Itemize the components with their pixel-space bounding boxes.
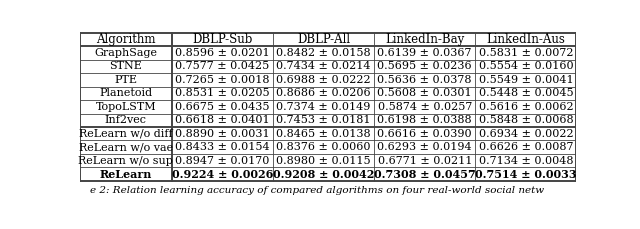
- Text: 0.8890 ± 0.0031: 0.8890 ± 0.0031: [175, 129, 269, 139]
- Text: 0.6934 ± 0.0022: 0.6934 ± 0.0022: [479, 129, 573, 139]
- Text: 0.6771 ± 0.0211: 0.6771 ± 0.0211: [378, 156, 472, 166]
- Text: 0.7265 ± 0.0018: 0.7265 ± 0.0018: [175, 75, 269, 85]
- Text: ReLearn w/o diff: ReLearn w/o diff: [79, 129, 173, 139]
- Text: 0.8596 ± 0.0201: 0.8596 ± 0.0201: [175, 48, 269, 58]
- Text: 0.5448 ± 0.0045: 0.5448 ± 0.0045: [479, 88, 573, 98]
- Text: 0.5831 ± 0.0072: 0.5831 ± 0.0072: [479, 48, 573, 58]
- Text: e 2: Relation learning accuracy of compared algorithms on four real-world social: e 2: Relation learning accuracy of compa…: [90, 186, 544, 195]
- Text: 0.5874 ± 0.0257: 0.5874 ± 0.0257: [378, 102, 472, 112]
- Text: TopoLSTM: TopoLSTM: [95, 102, 156, 112]
- Text: 0.6293 ± 0.0194: 0.6293 ± 0.0194: [378, 142, 472, 152]
- Text: 0.5549 ± 0.0041: 0.5549 ± 0.0041: [479, 75, 573, 85]
- Text: ReLearn w/o sup: ReLearn w/o sup: [79, 156, 173, 166]
- Text: 0.7453 ± 0.0181: 0.7453 ± 0.0181: [276, 115, 371, 125]
- Text: 0.8980 ± 0.0115: 0.8980 ± 0.0115: [276, 156, 371, 166]
- Bar: [80, 60, 576, 73]
- Text: 0.5608 ± 0.0301: 0.5608 ± 0.0301: [378, 88, 472, 98]
- Text: 0.6618 ± 0.0401: 0.6618 ± 0.0401: [175, 115, 269, 125]
- Text: 0.8433 ± 0.0154: 0.8433 ± 0.0154: [175, 142, 269, 152]
- Text: 0.5636 ± 0.0378: 0.5636 ± 0.0378: [378, 75, 472, 85]
- Bar: [80, 100, 576, 114]
- Text: 0.6616 ± 0.0390: 0.6616 ± 0.0390: [378, 129, 472, 139]
- Text: 0.7134 ± 0.0048: 0.7134 ± 0.0048: [479, 156, 573, 166]
- Text: PTE: PTE: [115, 75, 138, 85]
- Text: 0.6139 ± 0.0367: 0.6139 ± 0.0367: [378, 48, 472, 58]
- Text: 0.7308 ± 0.0457: 0.7308 ± 0.0457: [374, 169, 476, 180]
- Bar: [80, 114, 576, 127]
- Text: 0.8531 ± 0.0205: 0.8531 ± 0.0205: [175, 88, 269, 98]
- Text: 0.7434 ± 0.0214: 0.7434 ± 0.0214: [276, 61, 371, 71]
- Text: 0.8947 ± 0.0170: 0.8947 ± 0.0170: [175, 156, 269, 166]
- Text: 0.6675 ± 0.0435: 0.6675 ± 0.0435: [175, 102, 269, 112]
- Text: DBLP-All: DBLP-All: [297, 33, 350, 46]
- Text: 0.7374 ± 0.0149: 0.7374 ± 0.0149: [276, 102, 371, 112]
- Text: 0.8482 ± 0.0158: 0.8482 ± 0.0158: [276, 48, 371, 58]
- Text: Inf2vec: Inf2vec: [105, 115, 147, 125]
- Text: GraphSage: GraphSage: [94, 48, 157, 58]
- Text: 0.7514 ± 0.0033: 0.7514 ± 0.0033: [475, 169, 577, 180]
- Bar: [80, 127, 576, 140]
- Bar: [80, 154, 576, 167]
- Bar: [80, 73, 576, 87]
- Text: ReLearn w/o vae: ReLearn w/o vae: [79, 142, 173, 152]
- Text: 0.6626 ± 0.0087: 0.6626 ± 0.0087: [479, 142, 573, 152]
- Text: DBLP-Sub: DBLP-Sub: [192, 33, 253, 46]
- Text: ReLearn: ReLearn: [100, 169, 152, 180]
- Bar: [80, 167, 576, 181]
- Text: 0.9208 ± 0.0042: 0.9208 ± 0.0042: [273, 169, 374, 180]
- Text: STNE: STNE: [109, 61, 142, 71]
- Text: Algorithm: Algorithm: [96, 33, 156, 46]
- Text: 0.8376 ± 0.0060: 0.8376 ± 0.0060: [276, 142, 371, 152]
- Bar: [80, 87, 576, 100]
- Text: 0.5616 ± 0.0062: 0.5616 ± 0.0062: [479, 102, 573, 112]
- Text: LinkedIn-Bay: LinkedIn-Bay: [385, 33, 465, 46]
- Text: Planetoid: Planetoid: [99, 88, 152, 98]
- Text: 0.7577 ± 0.0425: 0.7577 ± 0.0425: [175, 61, 269, 71]
- Text: LinkedIn-Aus: LinkedIn-Aus: [486, 33, 565, 46]
- Text: 0.6988 ± 0.0222: 0.6988 ± 0.0222: [276, 75, 371, 85]
- Text: 0.5554 ± 0.0160: 0.5554 ± 0.0160: [479, 61, 573, 71]
- Text: 0.8465 ± 0.0138: 0.8465 ± 0.0138: [276, 129, 371, 139]
- Text: 0.8686 ± 0.0206: 0.8686 ± 0.0206: [276, 88, 371, 98]
- Text: 0.9224 ± 0.0026: 0.9224 ± 0.0026: [172, 169, 273, 180]
- Text: 0.5848 ± 0.0068: 0.5848 ± 0.0068: [479, 115, 573, 125]
- Text: 0.6198 ± 0.0388: 0.6198 ± 0.0388: [378, 115, 472, 125]
- Bar: [80, 33, 576, 46]
- Bar: [80, 46, 576, 60]
- Bar: [80, 140, 576, 154]
- Text: 0.5695 ± 0.0236: 0.5695 ± 0.0236: [378, 61, 472, 71]
